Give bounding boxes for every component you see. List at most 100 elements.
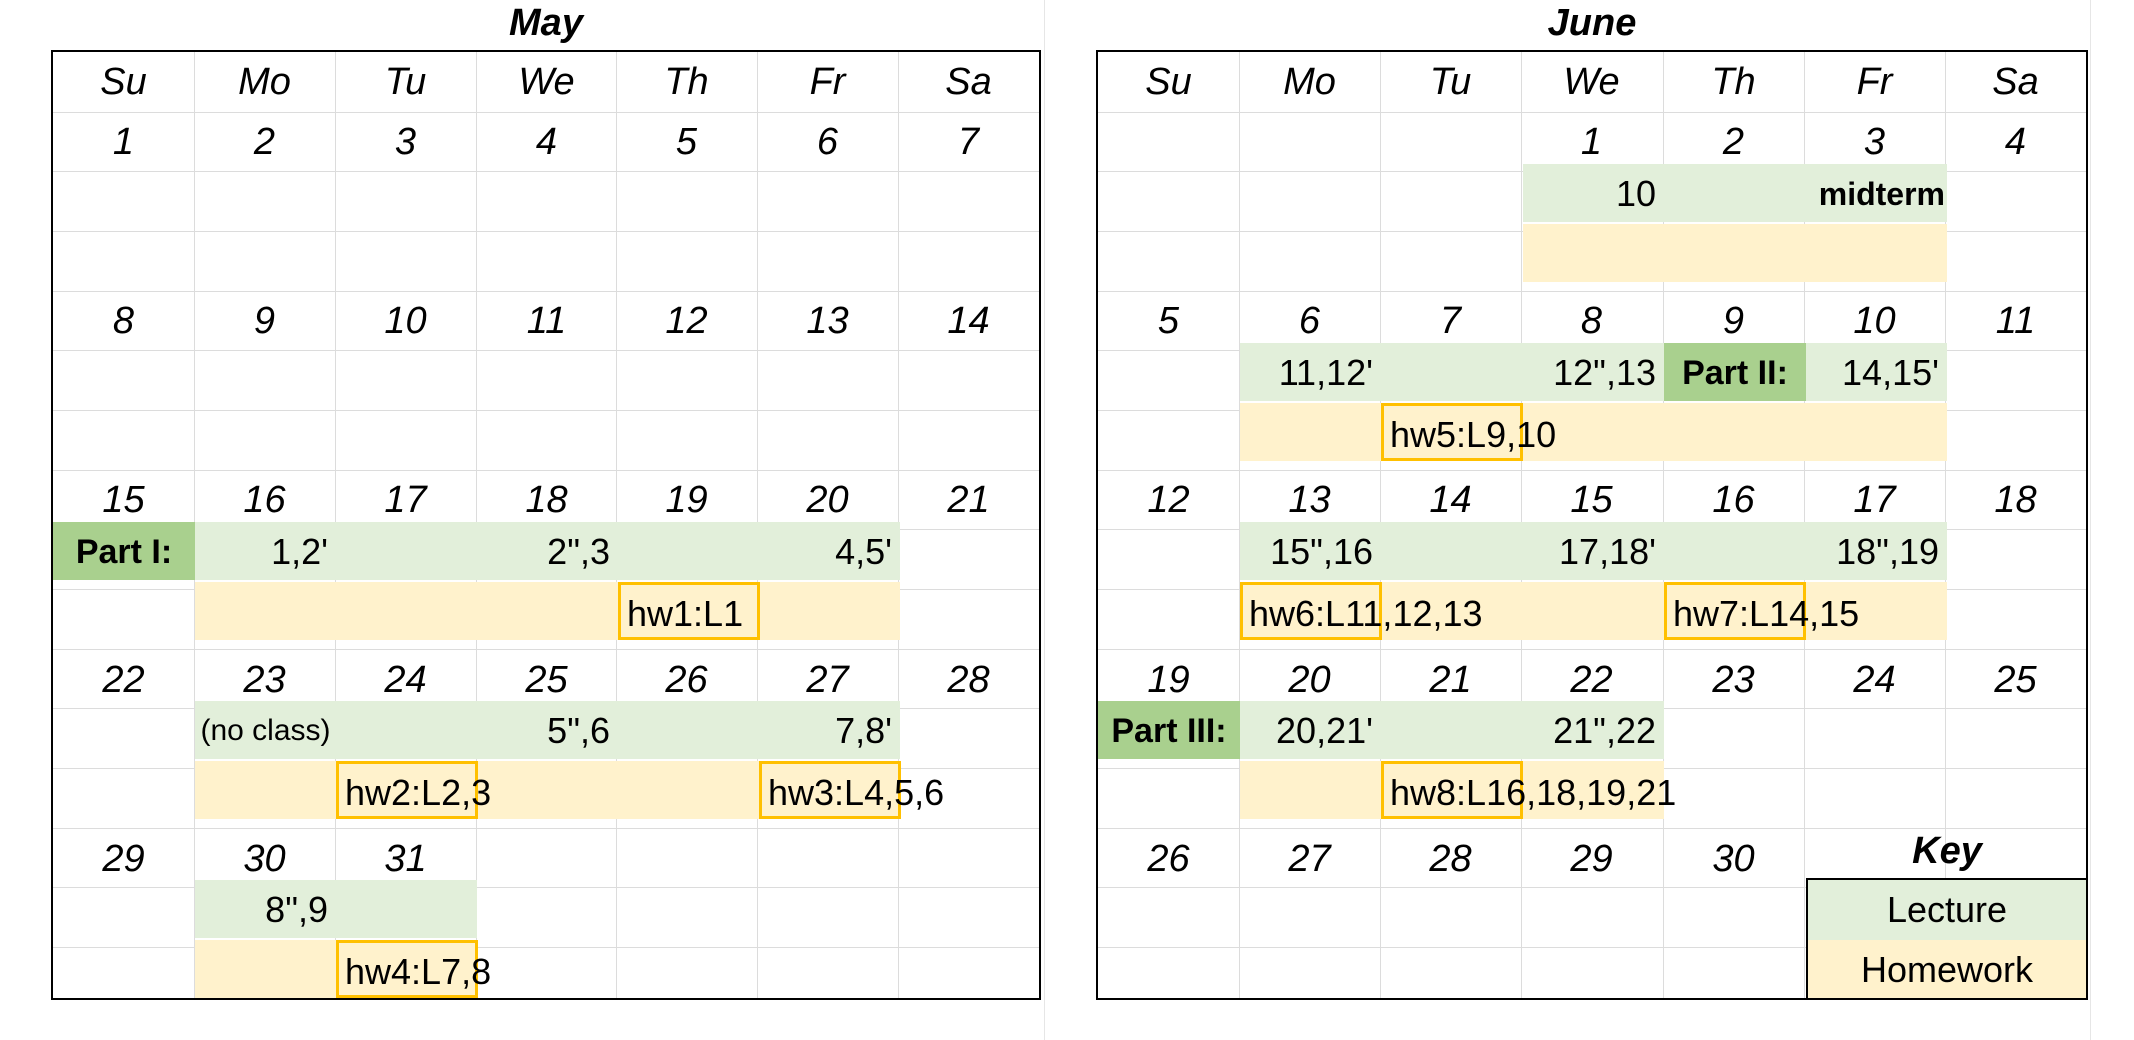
lecture-band bbox=[1240, 343, 1947, 401]
day-number: 16 bbox=[1712, 479, 1755, 521]
day-number: 4 bbox=[535, 121, 558, 163]
no-class-note: (no class) bbox=[200, 714, 331, 747]
day-number: 26 bbox=[1147, 838, 1190, 880]
day-number: 25 bbox=[1994, 659, 2037, 701]
day-number: 5 bbox=[1157, 300, 1180, 342]
day-number: 1 bbox=[1580, 121, 1603, 163]
lecture-entry: 5",6 bbox=[547, 710, 610, 751]
key-lecture: Lecture bbox=[1808, 880, 2086, 940]
day-number bbox=[757, 829, 898, 889]
may-title: May bbox=[509, 2, 583, 44]
homework-entry: hw2:L2,3 bbox=[336, 761, 491, 819]
day-number: 23 bbox=[243, 659, 286, 701]
key-homework: Homework bbox=[1808, 940, 2086, 998]
lecture-entry: 10 bbox=[1615, 173, 1656, 214]
day-number: 7 bbox=[1439, 300, 1462, 342]
day-number: 19 bbox=[1147, 659, 1190, 701]
day-number: 13 bbox=[1288, 479, 1331, 521]
day-number: 21 bbox=[1429, 659, 1472, 701]
day-number: 29 bbox=[1570, 838, 1613, 880]
gridline bbox=[1098, 470, 2086, 471]
day-number: 21 bbox=[947, 479, 990, 521]
day-number: 14 bbox=[947, 300, 990, 342]
weekday-header: Sa bbox=[945, 61, 992, 103]
homework-entry: hw1:L1 bbox=[618, 582, 760, 640]
day-number: 5 bbox=[675, 121, 698, 163]
gridline bbox=[1239, 52, 1240, 998]
weekday-header: We bbox=[1563, 61, 1620, 103]
weekday-header: Su bbox=[100, 61, 147, 103]
day-number: 2 bbox=[253, 121, 276, 163]
day-number: 6 bbox=[816, 121, 839, 163]
gridline bbox=[53, 649, 1039, 650]
june-calendar: Su Mo Tu We Th Fr Sa 1 2 3 4 5 6 7 8 9 10 11 12 13 14 15 16 17 1… bbox=[1096, 50, 2088, 1000]
weekday-header: Th bbox=[664, 61, 709, 103]
lecture-band bbox=[1523, 164, 1947, 222]
day-number: 31 bbox=[384, 838, 427, 880]
day-number: 27 bbox=[806, 659, 849, 701]
day-number: 2 bbox=[1722, 121, 1745, 163]
day-number: 3 bbox=[394, 121, 417, 163]
day-number: 30 bbox=[243, 838, 286, 880]
day-number: 27 bbox=[1288, 838, 1331, 880]
weekday-header: Fr bbox=[809, 61, 846, 103]
lecture-fill bbox=[336, 522, 477, 580]
key-title: Key bbox=[1912, 830, 1982, 872]
lecture-entry: 8",9 bbox=[265, 889, 328, 930]
day-number: 20 bbox=[1288, 659, 1331, 701]
day-number: 24 bbox=[1853, 659, 1896, 701]
day-number bbox=[1098, 112, 1239, 172]
gridline bbox=[1098, 112, 2086, 113]
day-number: 15 bbox=[1570, 479, 1613, 521]
weekday-header: Tu bbox=[384, 61, 427, 103]
day-number: 22 bbox=[1570, 659, 1613, 701]
day-number: 3 bbox=[1863, 121, 1886, 163]
day-number: 8 bbox=[112, 300, 135, 342]
homework-band bbox=[1240, 761, 1664, 819]
part-three-label: Part III: bbox=[1098, 701, 1240, 759]
homework-band bbox=[1240, 403, 1947, 461]
june-title: June bbox=[1547, 2, 1637, 44]
day-number: 18 bbox=[525, 479, 568, 521]
lecture-entry: 4,5' bbox=[759, 522, 900, 580]
homework-entry: hw6:L11,12,13 bbox=[1240, 582, 1483, 640]
day-number: 10 bbox=[384, 300, 427, 342]
lecture-fill bbox=[618, 522, 759, 580]
gridline bbox=[53, 887, 1039, 888]
day-number bbox=[616, 829, 757, 889]
part-two-label: Part II: bbox=[1664, 343, 1806, 401]
gridline bbox=[53, 947, 1039, 948]
gridline bbox=[53, 231, 1039, 232]
homework-entry: hw3:L4,5,6 bbox=[759, 761, 944, 819]
part-one-label: Part I: bbox=[53, 522, 195, 580]
lecture-entry: 20,21' bbox=[1276, 710, 1373, 751]
weekday-header: Sa bbox=[1992, 61, 2039, 103]
day-number bbox=[1380, 112, 1521, 172]
gridline bbox=[53, 171, 1039, 172]
homework-entry: hw5:L9,10 bbox=[1381, 403, 1556, 461]
lecture-band bbox=[195, 880, 477, 938]
lecture-entry: 14,15' bbox=[1842, 352, 1939, 393]
weekday-header: Tu bbox=[1429, 61, 1472, 103]
weekday-header: Mo bbox=[1283, 61, 1336, 103]
day-number: 10 bbox=[1853, 300, 1896, 342]
gridline bbox=[53, 470, 1039, 471]
homework-band bbox=[1240, 582, 1947, 640]
day-number: 6 bbox=[1298, 300, 1321, 342]
gridline bbox=[53, 112, 1039, 113]
gridline bbox=[53, 350, 1039, 351]
weekday-header: Fr bbox=[1856, 61, 1893, 103]
day-number: 17 bbox=[384, 479, 427, 521]
day-number: 12 bbox=[665, 300, 708, 342]
day-number: 19 bbox=[665, 479, 708, 521]
gridline bbox=[1098, 291, 2086, 292]
lecture-entry: 21",22 bbox=[1553, 710, 1656, 751]
gridline bbox=[53, 291, 1039, 292]
day-number: 28 bbox=[1429, 838, 1472, 880]
day-number: 29 bbox=[102, 838, 145, 880]
day-number: 25 bbox=[525, 659, 568, 701]
day-number: 4 bbox=[2004, 121, 2027, 163]
homework-entry: hw4:L7,8 bbox=[336, 940, 491, 998]
sheet-gridline bbox=[2090, 0, 2091, 1040]
homework-band bbox=[195, 761, 900, 819]
